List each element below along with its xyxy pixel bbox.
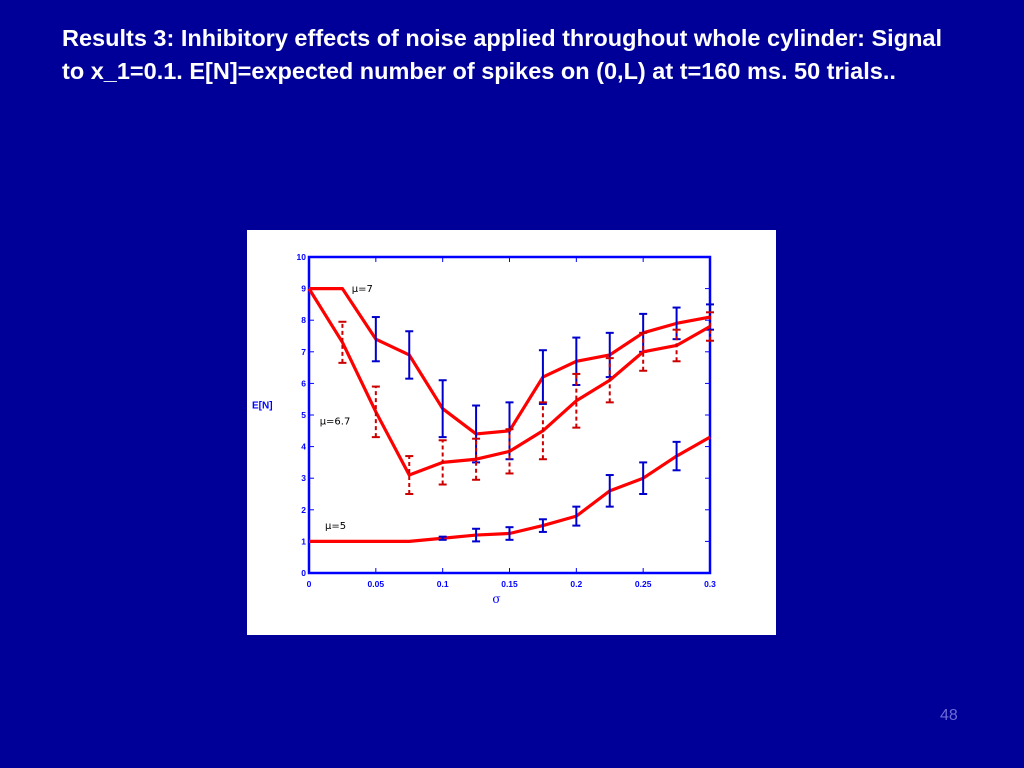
error-bar — [505, 428, 514, 475]
y-tick-label: 9 — [301, 284, 306, 294]
y-tick-label: 7 — [301, 347, 306, 357]
y-tick-label: 4 — [301, 442, 306, 452]
chart-panel: 0 0.05 0.1 0.15 0.2 0.25 0.3 0 1 2 3 4 5 6 7 8 9 10 σ E[N] μ… — [247, 230, 776, 635]
error-bar — [572, 372, 581, 429]
error-bar — [505, 526, 514, 541]
error-bar — [538, 349, 547, 405]
error-bar — [605, 474, 614, 508]
error-bar — [438, 379, 447, 439]
series-annotation: μ=5 — [325, 521, 346, 532]
x-axis: 0 0.05 0.1 0.15 0.2 0.25 0.3 — [307, 257, 716, 589]
y-tick-label: 0 — [301, 568, 306, 578]
error-bar — [639, 461, 648, 495]
error-bar — [472, 437, 481, 481]
series-0 — [309, 286, 714, 464]
y-axis: 0 1 2 3 4 5 6 7 8 9 10 — [297, 252, 710, 578]
x-axis-label: σ — [492, 592, 500, 606]
error-bar — [371, 316, 380, 363]
y-tick-label: 2 — [301, 505, 306, 515]
error-bar — [438, 535, 447, 541]
series-annotation: μ=7 — [352, 284, 373, 295]
error-bar — [672, 440, 681, 472]
error-bar — [572, 505, 581, 527]
x-tick-label: 0 — [307, 579, 312, 589]
series-annotation: μ=6.7 — [320, 416, 351, 427]
y-tick-label: 6 — [301, 378, 306, 388]
error-bar — [672, 328, 681, 363]
error-bar — [639, 331, 648, 372]
error-bar — [538, 518, 547, 533]
x-tick-label: 0.25 — [635, 579, 652, 589]
series-1 — [307, 287, 714, 495]
y-tick-label: 3 — [301, 473, 306, 483]
x-tick-label: 0.3 — [704, 579, 716, 589]
error-bar — [338, 320, 347, 364]
x-tick-label: 0.15 — [501, 579, 518, 589]
x-tick-label: 0.1 — [437, 579, 449, 589]
error-bar — [472, 527, 481, 543]
y-tick-label: 10 — [297, 252, 307, 262]
error-bar — [605, 357, 614, 404]
error-bar — [405, 330, 414, 380]
series-2 — [309, 435, 711, 543]
x-tick-label: 0.2 — [570, 579, 582, 589]
slide-title: Results 3: Inhibitory effects of noise a… — [62, 25, 943, 84]
error-bar — [405, 455, 414, 495]
x-tick-label: 0.05 — [368, 579, 385, 589]
error-bar — [538, 401, 547, 461]
error-bar — [706, 311, 714, 342]
y-tick-label: 5 — [301, 410, 306, 420]
error-bar — [371, 385, 380, 439]
y-tick-label: 8 — [301, 315, 306, 325]
expected-spikes-chart: 0 0.05 0.1 0.15 0.2 0.25 0.3 0 1 2 3 4 5 6 7 8 9 10 σ E[N] μ… — [252, 252, 716, 606]
page-number: 48 — [940, 707, 958, 724]
y-axis-label: E[N] — [252, 401, 273, 412]
y-tick-label: 1 — [301, 536, 306, 546]
error-bar — [438, 439, 447, 486]
